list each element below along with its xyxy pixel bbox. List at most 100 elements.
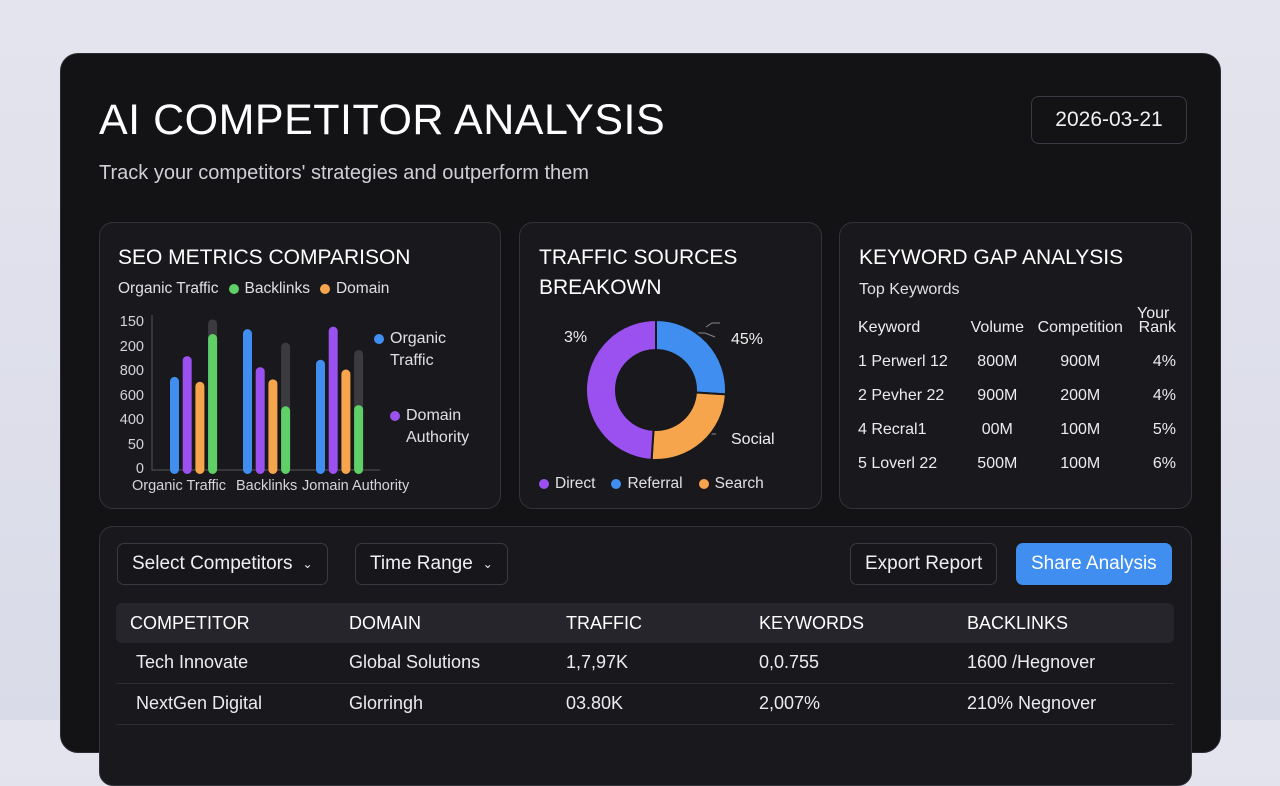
dashboard-window: AI COMPETITOR ANALYSIS Track your compet… bbox=[60, 53, 1221, 786]
dot-icon bbox=[228, 283, 239, 294]
keyword-cell: 6% bbox=[1152, 455, 1176, 472]
y-tick-label: 150 bbox=[119, 314, 144, 330]
bar-domain[interactable] bbox=[268, 379, 278, 474]
time-range-dropdown[interactable]: Time Range ⌄ bbox=[355, 543, 508, 585]
card-title: SEO METRICS COMPARISON bbox=[118, 246, 411, 269]
share-analysis-button[interactable]: Share Analysis bbox=[1016, 543, 1172, 585]
table-cell: Glorringh bbox=[349, 693, 424, 713]
column-header[interactable]: COMPETITOR bbox=[130, 613, 250, 633]
dot-icon bbox=[611, 478, 622, 489]
dot-icon bbox=[698, 478, 709, 489]
seo-metrics-card: SEO METRICS COMPARISON Organic Traffic B… bbox=[99, 222, 501, 509]
keyword-cell: 900M bbox=[1060, 353, 1101, 370]
keyword-cell: 200M bbox=[1060, 387, 1101, 404]
bar-domain[interactable] bbox=[195, 381, 205, 474]
keyword-cell: 100M bbox=[1060, 421, 1101, 438]
legend-organic-traffic: Organic Traffic bbox=[118, 280, 219, 297]
bar-organic-traffic[interactable] bbox=[243, 329, 252, 474]
slice-search[interactable] bbox=[650, 391, 727, 461]
side-legend-organic: Organic Traffic bbox=[374, 328, 460, 372]
legend-domain: Domain bbox=[319, 280, 389, 298]
bar-domain-authority[interactable] bbox=[328, 326, 338, 474]
table-cell: 03.80K bbox=[566, 693, 624, 713]
keyword-cell: 800M bbox=[977, 353, 1018, 370]
legend-direct: Direct bbox=[539, 475, 595, 493]
bar-organic-traffic[interactable] bbox=[316, 359, 325, 474]
chevron-down-icon: ⌄ bbox=[482, 557, 493, 571]
bar-backlinks[interactable] bbox=[354, 405, 364, 474]
keyword-row[interactable]: 5 Loverl 22 500M 100M 6% bbox=[858, 447, 1176, 481]
bar-organic-traffic[interactable] bbox=[170, 376, 179, 474]
bar-domain[interactable] bbox=[341, 369, 351, 474]
x-label: Jomain Authority bbox=[302, 478, 410, 494]
select-competitors-dropdown[interactable]: Select Competitors ⌄ bbox=[117, 543, 328, 585]
keyword-cell: 1 Perwerl 12 bbox=[858, 353, 948, 370]
export-report-button[interactable]: Export Report bbox=[850, 543, 998, 585]
bar-domain-authority[interactable] bbox=[182, 356, 192, 474]
table-row[interactable] bbox=[116, 643, 1174, 684]
keyword-cell: 100M bbox=[1060, 455, 1101, 472]
keyword-row[interactable]: 1 Perwerl 12 800M 900M 4% bbox=[858, 345, 1176, 379]
table-cell: NextGen Digital bbox=[136, 693, 263, 713]
keyword-cell: 00M bbox=[981, 421, 1013, 438]
keyword-cell: 2 Pevher 22 bbox=[858, 387, 945, 404]
competitors-panel: Select Competitors ⌄ Time Range ⌄ Export R… bbox=[99, 526, 1192, 786]
column-header: Competition bbox=[1037, 319, 1123, 336]
y-tick-label: 400 bbox=[119, 412, 144, 428]
keyword-gap-card: KEYWORD GAP ANALYSIS Top Keywords Your K… bbox=[839, 222, 1192, 509]
table-cell: 0,0.755 bbox=[759, 652, 820, 672]
y-tick-label: 800 bbox=[119, 363, 144, 379]
dot-icon bbox=[319, 283, 330, 294]
keyword-cell: 4% bbox=[1152, 387, 1176, 404]
keyword-cell: 5% bbox=[1152, 421, 1176, 438]
traffic-sources-card: TRAFFIC SOURCES BREAKOWN 3% 45% Social Di… bbox=[519, 222, 822, 509]
column-header: Your bbox=[1137, 305, 1170, 322]
dot-icon bbox=[539, 478, 549, 489]
keyword-cell: 500M bbox=[977, 455, 1018, 472]
column-header: Keyword bbox=[858, 319, 921, 336]
column-header[interactable]: DOMAIN bbox=[349, 613, 421, 633]
card-title: KEYWORD GAP ANALYSIS bbox=[859, 246, 1124, 269]
slice-direct[interactable] bbox=[585, 318, 657, 461]
axis-line bbox=[151, 315, 380, 471]
card-subtitle: Top Keywords bbox=[859, 281, 960, 298]
y-tick-label: 0 bbox=[135, 461, 144, 477]
slice-label: Social bbox=[731, 431, 775, 448]
bar-domain-authority[interactable] bbox=[255, 367, 265, 474]
x-label: Backlinks bbox=[236, 478, 298, 494]
dot-icon bbox=[390, 411, 400, 421]
column-header[interactable]: BACKLINKS bbox=[967, 613, 1069, 633]
column-header[interactable]: KEYWORDS bbox=[759, 613, 865, 633]
keyword-row[interactable]: 4 Recral1 00M 100M 5% bbox=[858, 413, 1176, 447]
bar-chart bbox=[151, 315, 380, 474]
bar-backlinks[interactable] bbox=[208, 334, 218, 474]
side-legend-domain-authority: Domain Authority bbox=[390, 405, 486, 449]
bar-backlinks[interactable] bbox=[281, 406, 291, 474]
y-tick-label: 600 bbox=[119, 387, 144, 404]
chevron-down-icon: ⌄ bbox=[302, 557, 313, 571]
column-header[interactable]: TRAFFIC bbox=[566, 613, 642, 633]
dot-icon bbox=[374, 334, 384, 344]
table-cell: 2,007% bbox=[759, 693, 821, 713]
table-cell: Tech Innovate bbox=[136, 652, 249, 672]
page-subtitle: Track your competitors' strategies and o… bbox=[99, 162, 589, 184]
keyword-row[interactable]: 2 Pevher 22 900M 200M 4% bbox=[858, 379, 1176, 413]
donut-chart bbox=[585, 318, 727, 461]
date-badge[interactable]: 2026-03-21 bbox=[1031, 96, 1187, 144]
legend-referral: Referral bbox=[611, 475, 683, 493]
keywords-table: Keyword Volume Competition Rank 1 Perwerl 1… bbox=[858, 311, 1176, 481]
keyword-cell: 900M bbox=[977, 387, 1018, 404]
table-cell: 1600 /Hegnover bbox=[967, 652, 1096, 672]
slice-referral[interactable] bbox=[655, 318, 727, 396]
slice-label: 45% bbox=[731, 331, 764, 348]
slice-label: 3% bbox=[564, 329, 588, 346]
keyword-cell: 4 Recral1 bbox=[858, 421, 927, 438]
page-title: AI COMPETITOR ANALYSIS bbox=[99, 96, 666, 144]
table-cell: 210% Negnover bbox=[967, 693, 1097, 713]
y-tick-label: 200 bbox=[119, 338, 144, 355]
table-cell: 1,7,97K bbox=[566, 652, 629, 672]
card-title: TRAFFIC SOURCES BREAKOWN bbox=[539, 246, 738, 299]
keyword-cell: 4% bbox=[1152, 353, 1176, 370]
legend-search: Search bbox=[698, 475, 764, 493]
y-tick-label: 50 bbox=[127, 436, 144, 453]
